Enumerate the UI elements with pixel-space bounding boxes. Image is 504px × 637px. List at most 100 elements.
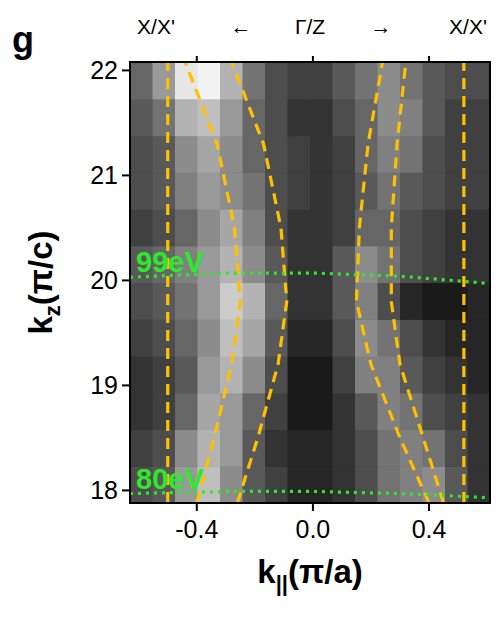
heat-cell <box>468 209 491 246</box>
heat-cell <box>423 393 446 430</box>
heat-cell <box>175 172 198 209</box>
heat-cell <box>288 246 311 283</box>
heat-cell <box>333 466 356 503</box>
heat-cell <box>355 62 378 99</box>
y-tick <box>122 174 130 176</box>
heat-cell <box>288 209 311 246</box>
heat-cell <box>310 466 333 503</box>
y-tick <box>122 384 130 386</box>
heat-cell <box>243 99 266 136</box>
heat-cell <box>243 246 266 283</box>
heat-cell <box>355 466 378 503</box>
curve <box>232 62 287 503</box>
curve <box>185 62 240 503</box>
heat-cell <box>198 99 221 136</box>
heat-cell <box>130 356 153 393</box>
heat-cell <box>378 430 401 467</box>
x-tick-label: -0.4 <box>175 515 218 543</box>
x-title-rest: (π/a) <box>288 553 363 590</box>
heat-cell <box>153 319 176 356</box>
heat-cell <box>333 393 356 430</box>
heat-cell <box>400 99 423 136</box>
heat-cell <box>310 430 333 467</box>
heat-cell <box>265 246 288 283</box>
heat-cell <box>333 283 356 320</box>
heat-cell <box>153 62 176 99</box>
curve <box>356 62 429 503</box>
heat-cell <box>130 99 153 136</box>
heat-cell <box>175 430 198 467</box>
heat-cell <box>243 209 266 246</box>
heat-cell <box>355 99 378 136</box>
y-tick-label: 18 <box>90 476 118 504</box>
heat-cell <box>175 393 198 430</box>
heat-cell <box>198 209 221 246</box>
y-title-sub: z <box>40 305 65 316</box>
heat-cell <box>310 393 333 430</box>
x-tick <box>196 503 198 511</box>
heat-cell <box>468 246 491 283</box>
heat-cell <box>400 283 423 320</box>
heat-cell <box>378 356 401 393</box>
heat-cell <box>310 209 333 246</box>
heat-cell <box>220 246 243 283</box>
x-tick-top <box>428 56 430 62</box>
heat-cell <box>288 283 311 320</box>
heat-cell <box>130 283 153 320</box>
heat-cell <box>220 319 243 356</box>
heat-cell <box>355 356 378 393</box>
heat-cell <box>468 172 491 209</box>
heat-cell <box>333 319 356 356</box>
curve <box>462 62 465 503</box>
heat-cell <box>243 356 266 393</box>
heat-cell <box>310 246 333 283</box>
y-tick-label: 20 <box>90 266 118 294</box>
heat-cell <box>423 172 446 209</box>
heat-cell <box>153 430 176 467</box>
top-label: Γ/Z <box>295 15 325 38</box>
y-tick-label: 21 <box>90 161 118 189</box>
y-title-rest: (π/c) <box>22 230 59 305</box>
heat-cell <box>468 393 491 430</box>
heat-cell <box>220 99 243 136</box>
heat-cell <box>175 209 198 246</box>
heat-cell <box>468 356 491 393</box>
y-tick <box>122 69 130 71</box>
heat-cell <box>355 430 378 467</box>
heat-cell <box>175 136 198 173</box>
heat-cell <box>400 172 423 209</box>
heat-cell <box>423 319 446 356</box>
heat-cell <box>198 283 221 320</box>
y-title: kz(π/c) <box>22 230 65 334</box>
heat-cell <box>265 62 288 99</box>
heat-cell <box>310 172 333 209</box>
heat-cell <box>243 319 266 356</box>
heat-cell <box>423 356 446 393</box>
x-title-sub: || <box>276 571 288 596</box>
heat-cell <box>198 62 221 99</box>
line-label: 99eV <box>136 246 204 278</box>
heat-cell <box>288 430 311 467</box>
x-tick-top <box>196 56 198 62</box>
heat-cell <box>400 136 423 173</box>
heat-cell <box>333 62 356 99</box>
heat-cell <box>130 209 153 246</box>
heat-cell <box>468 62 491 99</box>
top-label: X/X' <box>449 15 487 38</box>
heat-cell <box>175 99 198 136</box>
heat-cell <box>468 319 491 356</box>
top-label: ← <box>231 15 252 38</box>
heat-cell <box>333 136 356 173</box>
heat-cell <box>175 283 198 320</box>
heat-cell <box>378 283 401 320</box>
heat-cell <box>220 136 243 173</box>
heat-cell <box>468 136 491 173</box>
heat-cell <box>288 466 311 503</box>
heat-cell <box>153 99 176 136</box>
y-tick <box>122 279 130 281</box>
heat-cell <box>310 356 333 393</box>
heat-cell <box>333 430 356 467</box>
heat-cell <box>423 209 446 246</box>
heat-cell <box>333 99 356 136</box>
y-tick <box>122 489 130 491</box>
